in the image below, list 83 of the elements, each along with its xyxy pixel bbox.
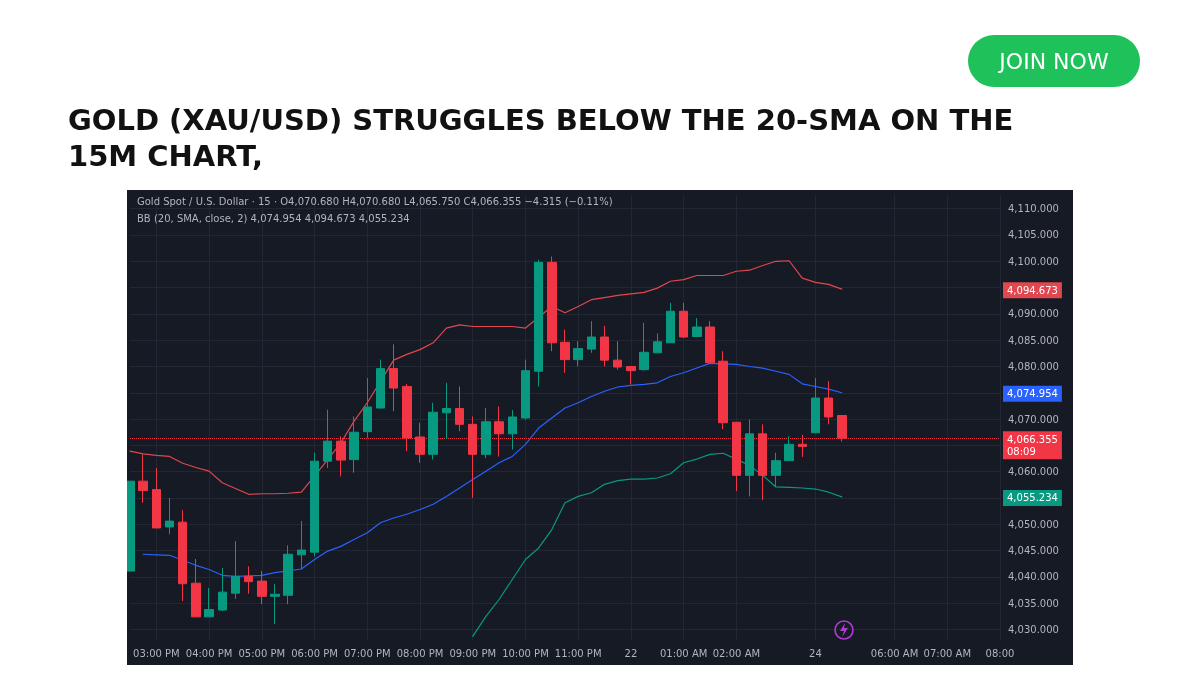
text: 4,074.954: [1007, 388, 1058, 400]
candlestick: [244, 565, 253, 595]
candlestick: [811, 377, 820, 434]
line-series: [129, 260, 843, 495]
x-tick-label: 09:00 PM: [449, 647, 497, 659]
candlestick: [270, 583, 280, 625]
y-tick-label: 4,060.000: [1008, 466, 1059, 478]
candlestick: [534, 259, 543, 387]
candlestick: [428, 402, 438, 461]
x-tick-label: 03:00 PM: [133, 647, 180, 659]
y-tick-label: 4,080.000: [1008, 360, 1059, 372]
y-tick-label: 4,085.000: [1008, 334, 1059, 346]
candlestick: [363, 377, 372, 439]
candlestick: [297, 520, 306, 571]
candlestick: [178, 509, 187, 602]
candlestick: [639, 322, 649, 372]
candlestick: [310, 452, 319, 557]
line-series: [142, 362, 843, 577]
x-tick-label: 01:00 AM: [659, 647, 708, 659]
chart-title: GOLD (XAU/USD) STRUGGLES BELOW THE 20-SMA ON THE 15M CHART,: [68, 102, 1015, 174]
candlestick: [455, 385, 464, 432]
x-tick-label: 06:00 PM: [291, 647, 338, 659]
x-tick-label: 08:00: [985, 647, 1015, 659]
text: 4,055.234: [1007, 492, 1058, 504]
x-tick-label: 05:00 PM: [238, 647, 286, 659]
candlestick: [191, 558, 201, 618]
candlestick: [257, 570, 267, 605]
x-tick-label: 06:00 AM: [870, 647, 919, 659]
candlestick: [521, 359, 530, 421]
ref-line-label: 4,066.355 08:09: [1007, 433, 1058, 457]
y-tick-label: 4,110.000: [1008, 203, 1059, 215]
candlestick: [718, 350, 728, 430]
text: 4,094.673: [1007, 284, 1058, 296]
x-tick-label: 07:00 AM: [923, 647, 972, 659]
y-tick-label: 4,070.000: [1008, 413, 1059, 425]
x-tick-label: 10:00 PM: [502, 647, 549, 659]
candlestick: [231, 540, 240, 600]
candlestick: [218, 567, 227, 612]
candlestick: [600, 325, 609, 367]
x-tick-label: 08:00 PM: [396, 647, 444, 659]
candlestick: [204, 587, 214, 618]
x-tick-label: 07:00 PM: [343, 647, 391, 659]
candlestick: [587, 320, 596, 354]
y-tick-label: 4,030.000: [1008, 623, 1059, 635]
candlestick: [349, 415, 359, 474]
y-tick-label: 4,035.000: [1008, 597, 1059, 609]
x-tick-label: 02:00 AM: [712, 647, 761, 659]
candlestick: [323, 409, 332, 469]
candlestick: [376, 359, 385, 409]
y-tick-label: 4,050.000: [1008, 518, 1059, 530]
candlestick: [165, 497, 174, 535]
annotation: BB (20, SMA, close, 2) 4,074.954 4,094.673 4,055.234: [137, 212, 410, 224]
x-tick-label: 11:00 PM: [554, 647, 602, 659]
candlestick: [653, 332, 662, 354]
candlestick: [389, 343, 398, 412]
candlestick: [481, 407, 491, 459]
candlestick: [560, 329, 570, 374]
candlestick: [573, 340, 583, 367]
y-tick-label: 4,100.000: [1008, 255, 1059, 267]
y-tick-label: 4,090.000: [1008, 308, 1059, 320]
x-tick-label: 22: [624, 647, 638, 659]
candlestick: [152, 467, 161, 529]
candlestick: [127, 480, 135, 572]
annotation: Gold Spot / U.S. Dollar · 15 · O4,070.680 H4,070.680 L4,065.750 C4,066.355 −4.315 (−0.11%): [137, 195, 613, 207]
x-tick-label: 24: [809, 647, 822, 659]
candlestick: [824, 380, 833, 425]
x-tick-label: 04:00 PM: [185, 647, 233, 659]
candlestick: [692, 317, 702, 337]
y-tick-label: 4,040.000: [1008, 571, 1059, 583]
candlestick: [283, 544, 293, 605]
y-tick-label: 4,105.000: [1008, 229, 1059, 241]
candlestick: [784, 435, 794, 462]
candlestick: [626, 365, 636, 385]
candlestick: [442, 382, 451, 440]
candlestick: [705, 320, 715, 364]
candlestick: [138, 453, 148, 504]
candlestick: [613, 340, 622, 371]
candlestick: [679, 302, 688, 339]
text: JOIN NOW: [968, 35, 1140, 87]
candlestick: [508, 409, 517, 451]
candlestick: [666, 302, 675, 344]
candlestick: [547, 256, 557, 352]
y-tick-label: 4,045.000: [1008, 545, 1059, 557]
